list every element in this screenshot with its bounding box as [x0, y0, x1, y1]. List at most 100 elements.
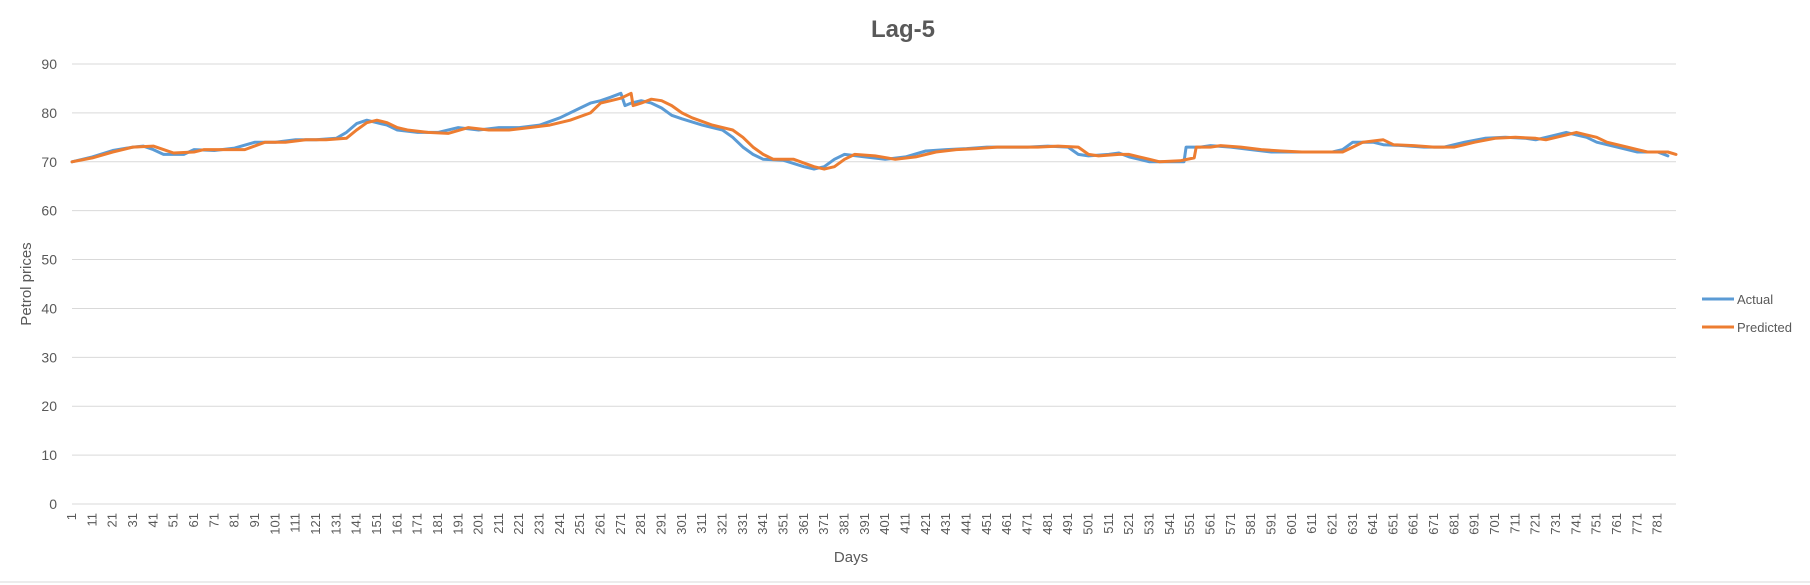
x-tick-label: 201 [471, 513, 486, 535]
y-tick-label: 20 [41, 398, 57, 414]
x-tick-label: 61 [186, 513, 201, 527]
x-tick-label: 1 [64, 513, 79, 520]
x-tick-label: 151 [369, 513, 384, 535]
x-tick-label: 251 [572, 513, 587, 535]
x-tick-label: 501 [1080, 513, 1095, 535]
x-tick-label: 721 [1528, 513, 1543, 535]
x-tick-label: 451 [979, 513, 994, 535]
x-tick-label: 191 [450, 513, 465, 535]
x-tick-label: 171 [410, 513, 425, 535]
x-tick-label: 81 [227, 513, 242, 527]
y-axis-tick-labels: 0 10 20 30 40 50 60 70 80 90 [41, 56, 57, 512]
x-tick-label: 711 [1507, 513, 1522, 534]
x-tick-label: 621 [1324, 513, 1339, 535]
x-tick-label: 601 [1284, 513, 1299, 535]
x-tick-label: 131 [328, 513, 343, 535]
x-tick-label: 631 [1345, 513, 1360, 535]
x-tick-label: 441 [958, 513, 973, 535]
y-tick-label: 50 [41, 252, 57, 268]
x-tick-label: 551 [1182, 513, 1197, 535]
x-tick-label: 661 [1406, 513, 1421, 535]
x-tick-label: 211 [491, 513, 506, 534]
series-lines [70, 91, 1678, 171]
y-tick-label: 40 [41, 300, 57, 316]
x-tick-label: 401 [877, 513, 892, 535]
legend: Actual Predicted [1702, 292, 1792, 335]
x-tick-label: 461 [999, 513, 1014, 535]
x-tick-label: 341 [755, 513, 770, 535]
x-tick-label: 641 [1365, 513, 1380, 535]
x-tick-label: 321 [715, 513, 730, 535]
y-tick-label: 90 [41, 56, 57, 72]
x-tick-label: 681 [1446, 513, 1461, 535]
x-tick-label: 411 [898, 513, 913, 534]
x-tick-label: 781 [1650, 513, 1665, 535]
x-tick-label: 431 [938, 513, 953, 535]
x-axis-tick-labels: 1 11 21 31 41 51 61 71 81 91 101 111 121 131 141 151 161… [64, 513, 1665, 535]
x-tick-label: 521 [1121, 513, 1136, 535]
x-tick-label: 11 [84, 513, 99, 527]
x-tick-label: 71 [206, 513, 221, 527]
x-tick-label: 541 [1162, 513, 1177, 535]
x-tick-label: 481 [1040, 513, 1055, 535]
x-tick-label: 141 [349, 513, 364, 535]
x-tick-label: 671 [1426, 513, 1441, 535]
y-tick-label: 10 [41, 447, 57, 463]
x-tick-label: 751 [1589, 513, 1604, 535]
x-tick-label: 591 [1263, 513, 1278, 535]
x-tick-label: 731 [1548, 513, 1563, 535]
y-tick-label: 80 [41, 105, 57, 121]
x-tick-label: 371 [816, 513, 831, 535]
x-tick-label: 331 [735, 513, 750, 535]
x-tick-label: 361 [796, 513, 811, 535]
x-tick-label: 161 [389, 513, 404, 535]
y-tick-label: 60 [41, 203, 57, 219]
x-tick-label: 261 [593, 513, 608, 535]
series-line-actual [70, 91, 1670, 171]
x-tick-label: 471 [1019, 513, 1034, 535]
x-tick-label: 221 [511, 513, 526, 535]
legend-label-actual: Actual [1737, 292, 1773, 307]
x-tick-label: 181 [430, 513, 445, 535]
x-tick-label: 571 [1223, 513, 1238, 535]
x-tick-label: 581 [1243, 513, 1258, 535]
x-tick-label: 561 [1202, 513, 1217, 535]
x-tick-label: 291 [654, 513, 669, 535]
x-tick-label: 421 [918, 513, 933, 535]
x-tick-label: 651 [1385, 513, 1400, 535]
x-tick-label: 491 [1060, 513, 1075, 535]
x-tick-label: 91 [247, 513, 262, 527]
x-tick-label: 51 [166, 513, 181, 527]
x-tick-label: 511 [1101, 513, 1116, 534]
x-tick-label: 611 [1304, 513, 1319, 534]
x-tick-label: 691 [1467, 513, 1482, 535]
y-tick-label: 30 [41, 349, 57, 365]
x-tick-label: 241 [552, 513, 567, 535]
x-tick-label: 101 [267, 513, 282, 535]
y-tick-label: 70 [41, 154, 57, 170]
x-tick-label: 121 [308, 513, 323, 535]
x-tick-label: 231 [532, 513, 547, 535]
y-tick-label: 0 [49, 496, 57, 512]
x-tick-label: 31 [125, 513, 140, 527]
x-tick-label: 381 [837, 513, 852, 535]
series-line-predicted [70, 91, 1678, 171]
x-tick-label: 21 [105, 513, 120, 527]
x-tick-label: 271 [613, 513, 628, 535]
x-axis-label: Days [834, 549, 868, 566]
gridlines [72, 63, 1676, 505]
y-axis-label: Petrol prices [18, 242, 35, 325]
x-tick-label: 351 [776, 513, 791, 535]
x-tick-label: 391 [857, 513, 872, 535]
x-tick-label: 531 [1141, 513, 1156, 535]
chart-title: Lag-5 [871, 16, 935, 43]
legend-label-predicted: Predicted [1737, 320, 1792, 335]
x-tick-label: 311 [694, 513, 709, 534]
x-tick-label: 701 [1487, 513, 1502, 535]
x-tick-label: 761 [1609, 513, 1624, 535]
x-tick-label: 301 [674, 513, 689, 535]
x-tick-label: 741 [1568, 513, 1583, 535]
x-tick-label: 771 [1629, 513, 1644, 535]
x-tick-label: 41 [145, 513, 160, 527]
